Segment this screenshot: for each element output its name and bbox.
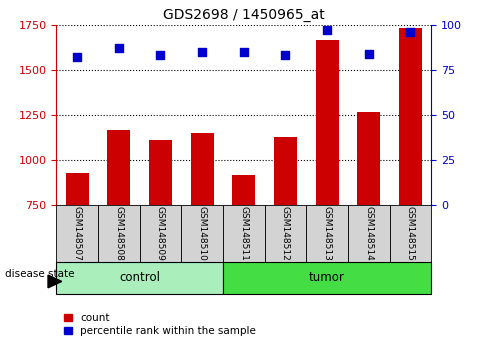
Text: GSM148510: GSM148510 (197, 206, 207, 261)
Bar (348, 205, 390, 262)
Bar (149, 140, 172, 205)
Bar (316, 40, 339, 205)
Text: GSM148512: GSM148512 (281, 206, 290, 261)
Point (198, 49, 206, 55)
Text: control: control (119, 272, 160, 284)
Text: GSM148508: GSM148508 (114, 206, 123, 261)
Point (406, 29, 414, 35)
Point (281, 53, 289, 58)
Bar (399, 28, 422, 205)
Bar (140, 205, 181, 262)
Legend: count, percentile rank within the sample: count, percentile rank within the sample (62, 311, 258, 338)
Point (240, 49, 247, 55)
Bar (181, 205, 223, 262)
Title: GDS2698 / 1450965_at: GDS2698 / 1450965_at (163, 8, 325, 22)
Text: GSM148514: GSM148514 (364, 206, 373, 261)
Bar (107, 130, 130, 205)
Text: disease state: disease state (5, 269, 74, 279)
Bar (223, 262, 431, 294)
Point (74, 55, 81, 60)
Bar (357, 112, 380, 205)
Text: GSM148515: GSM148515 (406, 206, 415, 261)
Bar (232, 175, 255, 205)
Text: GSM148507: GSM148507 (73, 206, 82, 261)
Bar (56, 262, 223, 294)
Text: tumor: tumor (309, 272, 345, 284)
Bar (274, 137, 297, 205)
Polygon shape (48, 275, 62, 288)
Point (115, 45, 122, 51)
Bar (66, 173, 89, 205)
Bar (306, 205, 348, 262)
Text: GSM148509: GSM148509 (156, 206, 165, 261)
Point (156, 53, 164, 58)
Point (365, 51, 372, 57)
Bar (265, 205, 306, 262)
Point (323, 27, 331, 33)
Text: GSM148511: GSM148511 (239, 206, 248, 261)
Text: GSM148513: GSM148513 (322, 206, 332, 261)
Bar (191, 133, 214, 205)
Bar (223, 205, 265, 262)
Bar (98, 205, 140, 262)
Bar (390, 205, 431, 262)
Bar (56, 205, 98, 262)
